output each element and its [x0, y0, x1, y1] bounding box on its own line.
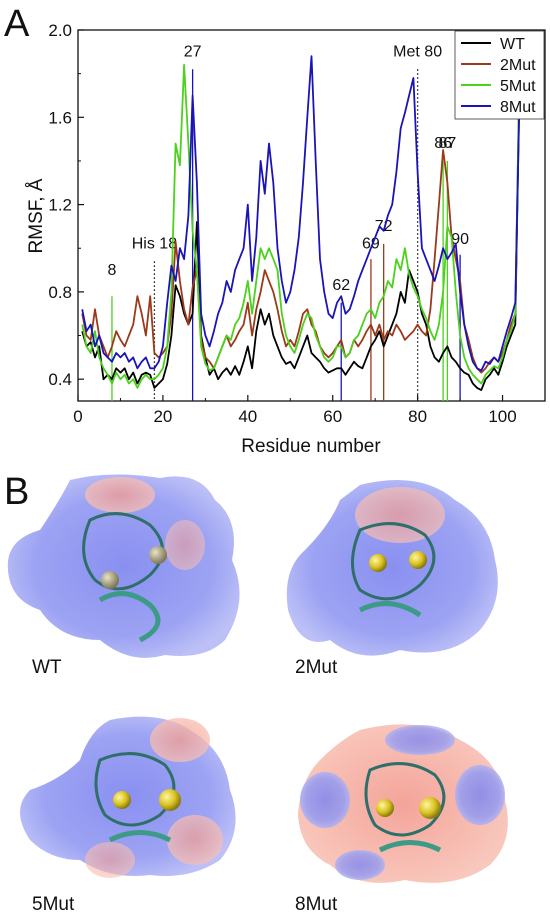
heme-sphere	[101, 571, 119, 589]
heme-sphere	[376, 799, 394, 817]
x-axis-title: Residue number	[241, 436, 381, 457]
x-tick-label: 100	[488, 407, 516, 426]
structure-5mut: 5Mut	[20, 716, 236, 915]
y-tick-label: 2.0	[48, 21, 72, 40]
backbone-ribbon	[82, 512, 164, 591]
legend-label: WT	[500, 36, 525, 53]
structure-label: 8Mut	[295, 894, 338, 915]
surface-red	[165, 520, 205, 570]
legend-label: 2Mut	[500, 57, 536, 74]
heme-sphere	[409, 551, 427, 569]
backbone-ribbon	[94, 752, 176, 827]
structure-2mut: 2Mut	[286, 480, 498, 678]
y-tick-label: 1.6	[48, 108, 72, 127]
x-tick-label: 80	[408, 407, 427, 426]
helix-ribbon	[98, 591, 161, 643]
series-layer	[81, 55, 521, 392]
heme-sphere	[419, 797, 441, 819]
surface-red	[298, 724, 508, 883]
helix-ribbon	[378, 840, 442, 853]
backbone-ribbon	[351, 522, 436, 601]
series-line-8Mut	[81, 55, 521, 372]
legend-label: 5Mut	[500, 78, 536, 95]
series-line-WT	[81, 84, 521, 392]
annotation-label: 87	[438, 135, 456, 152]
series-line-5Mut	[81, 62, 521, 389]
panel-a-letter: A	[4, 3, 30, 45]
legend-box	[454, 30, 545, 120]
legend: WT 2Mut 5Mut 8Mut	[454, 30, 545, 120]
x-tick-label: 20	[153, 407, 172, 426]
annotation-label: 69	[362, 236, 380, 253]
x-tick-label: 0	[73, 407, 82, 426]
annotation-label: 27	[184, 44, 202, 61]
structure-wt: WT	[7, 474, 240, 678]
surface-blue	[286, 480, 498, 656]
surface-red	[167, 815, 223, 865]
annotation-label: 8	[108, 262, 117, 279]
series-line-2Mut	[81, 73, 521, 374]
y-axis: 0.4 0.8 1.2 1.6 2.0	[48, 21, 84, 389]
surface-red	[150, 718, 210, 762]
plot-frame	[77, 29, 546, 402]
structure-label: 2Mut	[295, 657, 338, 678]
surface-blue	[385, 725, 455, 755]
surface-blue	[7, 474, 240, 658]
structure-label: 5Mut	[32, 894, 75, 915]
y-tick-label: 0.4	[48, 370, 72, 389]
x-tick-label: 40	[238, 407, 257, 426]
structure-label: WT	[32, 657, 62, 678]
helix-ribbon	[358, 601, 422, 618]
surface-red	[355, 487, 445, 543]
y-axis-title: RMSF, Å	[26, 178, 47, 253]
annotation-label: His 18	[132, 236, 177, 253]
surface-blue	[455, 765, 505, 825]
surface-red	[85, 477, 155, 513]
structure-8mut: 8Mut	[295, 724, 508, 915]
heme-sphere	[159, 789, 181, 811]
annotation-label: 86	[434, 135, 452, 152]
legend-label: 8Mut	[500, 99, 536, 116]
helix-ribbon	[108, 830, 172, 843]
surface-blue	[300, 772, 350, 828]
heme-sphere	[113, 791, 131, 809]
surface-blue	[335, 850, 385, 880]
x-axis: 0 20 40 60 80 100	[73, 395, 517, 426]
surface-red	[85, 842, 135, 878]
annotation-label: Met 80	[393, 44, 442, 61]
x-tick-label: 60	[323, 407, 342, 426]
y-tick-label: 0.8	[48, 283, 72, 302]
panel-b-letter: B	[4, 471, 29, 513]
annotation-label: 72	[375, 218, 393, 235]
y-tick-label: 1.2	[48, 196, 72, 215]
heme-sphere	[369, 554, 387, 572]
backbone-ribbon	[364, 762, 446, 837]
heme-sphere	[149, 546, 167, 564]
annotation-label: 62	[332, 277, 350, 294]
